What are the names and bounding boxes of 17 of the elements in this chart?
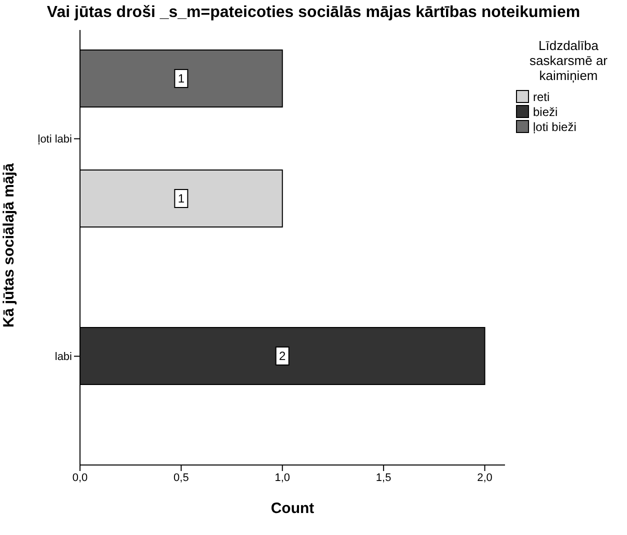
x-tick-label: 1,0 xyxy=(274,472,290,484)
y-tick-label: labi xyxy=(54,351,72,364)
x-tick-label: 0,0 xyxy=(72,472,88,484)
data-label: 2 xyxy=(279,349,286,363)
x-tick-label: 0,5 xyxy=(174,472,189,484)
y-tick-label: ļoti labi xyxy=(38,134,72,146)
legend-label: ļoti bieži xyxy=(533,120,576,134)
legend-label: reti xyxy=(533,90,550,104)
data-label: 1 xyxy=(178,72,185,86)
legend-label: bieži xyxy=(533,104,558,118)
chart-title: Vai jūtas droši _s_m=pateicoties sociālās mājas kārtības noteikumiem xyxy=(46,4,582,22)
x-tick-label: 2,0 xyxy=(477,472,492,484)
x-axis-title: Count xyxy=(270,500,314,517)
x-tick-label: 1,5 xyxy=(376,472,392,484)
data-label: 1 xyxy=(178,192,185,206)
y-axis-title: Kā jūtas sociālajā mājā xyxy=(0,162,18,328)
legend-title: Līdzdalība saskarsmē ar kaimiņiem xyxy=(528,38,609,83)
